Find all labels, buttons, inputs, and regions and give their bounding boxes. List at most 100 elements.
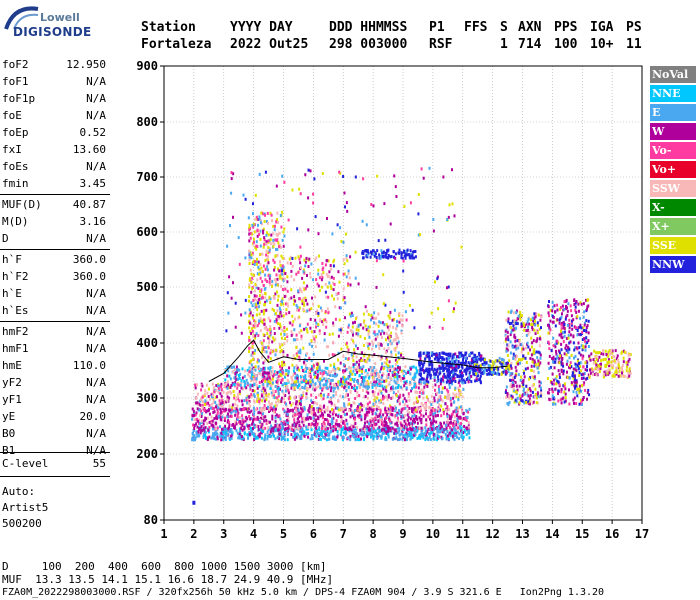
echo-point bbox=[259, 253, 262, 256]
echo-point bbox=[204, 389, 207, 393]
echo-point bbox=[505, 318, 508, 322]
echo-point bbox=[305, 298, 307, 302]
echo-point bbox=[303, 405, 306, 409]
echo-point bbox=[427, 380, 430, 384]
echo-point bbox=[337, 351, 340, 355]
echo-point bbox=[581, 348, 584, 352]
echo-point bbox=[451, 382, 454, 386]
echo-point bbox=[442, 410, 445, 414]
echo-point bbox=[250, 379, 253, 383]
echo-point bbox=[478, 368, 481, 372]
echo-point bbox=[240, 426, 243, 430]
echo-point bbox=[342, 409, 345, 413]
echo-point bbox=[396, 394, 399, 398]
echo-point bbox=[262, 382, 265, 386]
echo-point bbox=[428, 367, 431, 371]
echo-point bbox=[378, 346, 381, 350]
echo-point bbox=[420, 421, 423, 425]
echo-point bbox=[403, 369, 406, 373]
echo-point bbox=[430, 423, 433, 426]
echo-point bbox=[430, 351, 433, 355]
echo-point bbox=[287, 416, 290, 420]
echo-point bbox=[256, 407, 259, 411]
echo-point bbox=[266, 332, 269, 336]
echo-point bbox=[257, 267, 260, 271]
echo-point bbox=[208, 435, 211, 439]
echo-point bbox=[438, 435, 441, 439]
echo-point bbox=[389, 412, 392, 416]
echo-point bbox=[286, 275, 289, 279]
echo-point bbox=[345, 380, 348, 384]
echo-point bbox=[291, 314, 294, 318]
echo-point bbox=[230, 414, 233, 418]
echo-point bbox=[512, 311, 515, 315]
echo-point bbox=[290, 376, 293, 380]
echo-point bbox=[281, 297, 284, 301]
echo-point bbox=[263, 438, 266, 442]
echo-point bbox=[403, 376, 406, 380]
echo-point bbox=[328, 400, 331, 404]
echo-point bbox=[218, 399, 221, 403]
echo-point bbox=[263, 238, 266, 242]
echo-point bbox=[391, 373, 394, 377]
echo-point bbox=[413, 433, 415, 437]
echo-point bbox=[358, 438, 361, 442]
echo-point bbox=[317, 385, 320, 389]
echo-point bbox=[293, 418, 296, 422]
echo-point bbox=[472, 366, 475, 370]
echo-point bbox=[361, 351, 363, 355]
param-value: 3.45 bbox=[79, 177, 107, 190]
echo-point bbox=[267, 371, 270, 375]
echo-point bbox=[269, 420, 271, 424]
echo-point bbox=[438, 353, 441, 357]
echo-point bbox=[265, 398, 268, 402]
echo-point bbox=[323, 410, 326, 414]
echo-point bbox=[195, 417, 198, 421]
echo-point bbox=[332, 321, 335, 325]
echo-point bbox=[269, 377, 272, 381]
echo-point bbox=[240, 381, 243, 385]
echo-point bbox=[370, 409, 373, 413]
echo-point bbox=[489, 372, 492, 375]
echo-point bbox=[250, 332, 253, 335]
echo-point bbox=[518, 384, 521, 388]
echo-point bbox=[266, 268, 269, 272]
echo-point bbox=[350, 337, 353, 341]
echo-point bbox=[321, 422, 324, 426]
echo-point bbox=[538, 380, 541, 384]
echo-point bbox=[422, 389, 425, 392]
echo-point bbox=[353, 413, 356, 417]
echo-point bbox=[282, 407, 285, 411]
echo-point bbox=[515, 355, 518, 359]
echo-point bbox=[424, 403, 427, 407]
echo-point bbox=[311, 368, 314, 372]
echo-point bbox=[500, 362, 503, 366]
echo-point bbox=[248, 424, 251, 427]
param-value: 12.950 bbox=[66, 58, 106, 71]
echo-point bbox=[219, 415, 222, 418]
echo-point bbox=[387, 427, 389, 431]
echo-point bbox=[536, 337, 539, 341]
echo-point bbox=[386, 413, 389, 417]
echo-point bbox=[451, 428, 454, 432]
echo-point bbox=[388, 376, 391, 380]
echo-point bbox=[280, 399, 283, 403]
echo-point bbox=[362, 381, 365, 385]
echo-point bbox=[277, 386, 280, 390]
echo-point bbox=[370, 252, 373, 256]
echo-point bbox=[284, 287, 287, 291]
echo-point bbox=[351, 330, 354, 334]
echo-point bbox=[533, 396, 536, 400]
echo-point bbox=[430, 363, 433, 367]
echo-point bbox=[511, 395, 514, 399]
echo-point bbox=[371, 369, 374, 373]
echo-point bbox=[258, 312, 261, 316]
echo-point bbox=[398, 399, 401, 403]
echo-point bbox=[527, 394, 530, 398]
echo-point bbox=[296, 378, 299, 382]
echo-point bbox=[251, 430, 254, 434]
param-value: N/A bbox=[86, 325, 106, 338]
echo-point bbox=[298, 415, 301, 419]
echo-point bbox=[302, 301, 305, 305]
echo-point bbox=[254, 436, 257, 440]
